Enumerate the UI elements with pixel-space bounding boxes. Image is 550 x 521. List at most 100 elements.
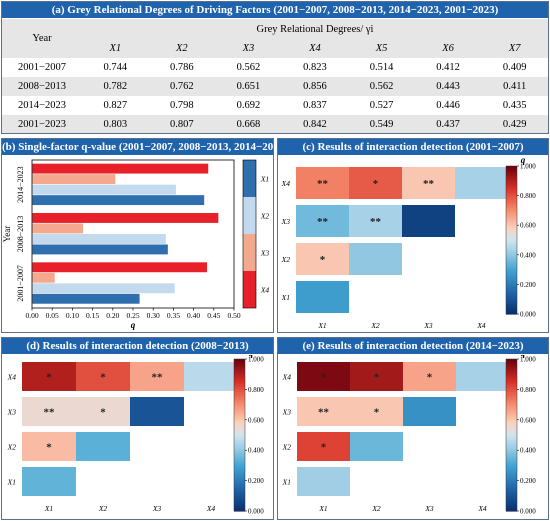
x-category-label: X4 bbox=[477, 504, 487, 513]
colorbar-segment bbox=[506, 457, 517, 461]
colorbar-segment bbox=[506, 460, 517, 464]
colorbar-segment bbox=[234, 427, 245, 431]
legend-label-x3: X3 bbox=[260, 249, 270, 258]
colorbar-segment bbox=[506, 429, 517, 434]
colorbar-tick-label: 0.600 bbox=[520, 416, 536, 424]
bar-x4 bbox=[32, 213, 219, 223]
heatmap-cell bbox=[350, 397, 403, 426]
bar-x4 bbox=[32, 163, 209, 174]
significance-label: * bbox=[373, 178, 379, 190]
colorbar-segment bbox=[234, 376, 245, 380]
colorbar-segment bbox=[506, 424, 517, 428]
colorbar-segment bbox=[506, 284, 517, 288]
legend-swatch-x2 bbox=[243, 197, 256, 234]
x-category-label: X1 bbox=[317, 321, 326, 330]
table-cell: 0.446 bbox=[436, 100, 460, 111]
bar-x3 bbox=[32, 174, 116, 185]
colorbar-segment bbox=[506, 450, 517, 454]
heatmap-cell bbox=[402, 167, 455, 199]
colorbar-segment bbox=[506, 299, 517, 303]
colorbar-segment bbox=[506, 427, 517, 431]
colorbar-segment bbox=[506, 289, 517, 293]
colorbar-tick-label: 0.800 bbox=[520, 386, 536, 394]
heatmap-cell bbox=[130, 362, 184, 391]
colorbar-segment bbox=[506, 304, 517, 308]
table-row: 2001−2023 0.803 0.807 0.668 0.842 0.549 0.437 0… bbox=[2, 115, 548, 133]
colorbar-segment bbox=[506, 259, 517, 263]
colorbar-segment bbox=[506, 397, 517, 401]
colorbar-segment bbox=[506, 508, 517, 512]
table-cell: 0.437 bbox=[414, 115, 482, 133]
colorbar-segment bbox=[506, 359, 517, 363]
colorbar-segment bbox=[234, 473, 245, 477]
x-tick-label: 0.45 bbox=[207, 311, 220, 320]
colorbar-tick-label: 0.400 bbox=[248, 447, 264, 455]
heatmap-cell bbox=[76, 362, 130, 391]
table-cell: 0.409 bbox=[502, 62, 527, 73]
colorbar-segment bbox=[234, 384, 245, 388]
colorbar-tick-label: 1.000 bbox=[520, 356, 536, 364]
column-header-x5: X5 bbox=[348, 39, 415, 58]
colorbar-tick-label: 0.000 bbox=[520, 311, 536, 319]
legend-swatch-x1 bbox=[243, 160, 256, 197]
colorbar-tick-label: 0.000 bbox=[248, 508, 264, 516]
heatmap-cell bbox=[402, 205, 455, 237]
colorbar-tick-label: 0.600 bbox=[520, 222, 536, 230]
colorbar-segment bbox=[506, 212, 517, 216]
interaction-panel-c: (c) Results of interaction detection (20… bbox=[277, 138, 549, 333]
x-axis-label: q bbox=[131, 320, 136, 330]
colorbar-segment bbox=[506, 483, 517, 487]
colorbar-segment bbox=[506, 205, 517, 209]
colorbar-segment bbox=[506, 374, 517, 378]
colorbar-segment bbox=[234, 483, 245, 487]
heatmap-cell bbox=[350, 432, 403, 461]
colorbar-segment bbox=[506, 399, 517, 403]
colorbar-segment bbox=[506, 407, 517, 411]
table-cell: 0.651 bbox=[215, 77, 282, 96]
row-year: 2001−2023 bbox=[2, 115, 82, 133]
row-year: 2014−2023 bbox=[18, 100, 66, 111]
category-label: 2014−2023 bbox=[16, 166, 25, 203]
colorbar-segment bbox=[506, 470, 517, 474]
colorbar-tick-label: 0.800 bbox=[520, 192, 536, 200]
colorbar-segment bbox=[506, 440, 517, 444]
colorbar-segment bbox=[506, 490, 517, 494]
colorbar-tick-label: 0.600 bbox=[248, 416, 264, 424]
colorbar-segment bbox=[506, 244, 517, 248]
colorbar-segment bbox=[234, 445, 245, 449]
colorbar-segment bbox=[234, 455, 245, 459]
legend-label-x4: X4 bbox=[260, 286, 270, 295]
colorbar-segment bbox=[234, 409, 245, 413]
year-column-header: Year bbox=[2, 19, 82, 58]
x-tick-label: 0.50 bbox=[227, 311, 240, 320]
colorbar-segment bbox=[234, 460, 245, 464]
colorbar-segment bbox=[506, 447, 517, 451]
table-cell: 0.527 bbox=[369, 100, 394, 111]
bar-x2 bbox=[32, 184, 176, 195]
colorbar-segment bbox=[506, 500, 517, 504]
colorbar-segment bbox=[506, 391, 517, 396]
colorbar-segment bbox=[506, 412, 517, 416]
significance-label: * bbox=[46, 372, 52, 384]
heatmap-cell bbox=[76, 432, 130, 461]
colorbar-segment bbox=[234, 508, 245, 512]
colorbar-segment bbox=[234, 490, 245, 494]
colorbar-segment bbox=[506, 232, 517, 236]
colorbar-segment bbox=[506, 311, 517, 315]
colorbar-segment bbox=[234, 467, 245, 472]
heatmap-cell bbox=[349, 205, 402, 237]
significance-label: * bbox=[100, 372, 106, 384]
y-category-label: X2 bbox=[281, 255, 291, 264]
colorbar-segment bbox=[234, 414, 245, 418]
heatmap-cell bbox=[184, 362, 238, 391]
bar-x1 bbox=[32, 293, 140, 304]
x-tick-label: 0.30 bbox=[147, 311, 160, 320]
x-category-label: X2 bbox=[98, 504, 108, 513]
x-category-label: X2 bbox=[371, 504, 381, 513]
table-cell: 0.827 bbox=[103, 100, 128, 111]
x-category-label: X3 bbox=[424, 504, 434, 513]
significance-label: ** bbox=[317, 178, 329, 190]
colorbar-segment bbox=[234, 495, 245, 499]
colorbar-segment bbox=[506, 180, 517, 184]
heatmap-cell bbox=[76, 397, 130, 426]
